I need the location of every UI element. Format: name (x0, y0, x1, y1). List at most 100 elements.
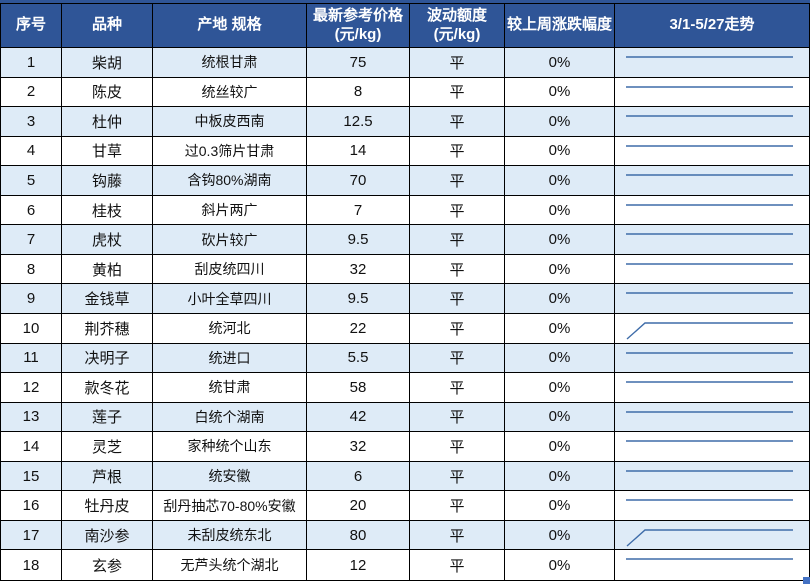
cell-variety: 虎杖 (62, 225, 153, 255)
cell-fluctuation: 平 (410, 136, 505, 167)
cell-serial: 12 (1, 373, 62, 403)
cell-serial: 7 (1, 225, 62, 255)
cell-price: 58 (307, 373, 410, 403)
cell-weekly-change: 0% (505, 136, 615, 167)
cell-variety: 杜仲 (62, 107, 153, 137)
cell-fluctuation: 平 (410, 166, 505, 196)
cell-trend (615, 195, 809, 226)
cell-price: 75 (307, 48, 410, 78)
trend-sparkline (626, 115, 793, 117)
cell-trend (615, 225, 809, 255)
cell-serial: 3 (1, 107, 62, 137)
cell-variety: 灵芝 (62, 432, 153, 462)
cell-serial: 8 (1, 254, 62, 285)
cell-trend (615, 136, 809, 167)
cell-serial: 10 (1, 313, 62, 344)
col-header-label: 3/1-5/27走势 (669, 16, 755, 34)
cell-weekly-change: 0% (505, 520, 615, 551)
col-header-label: 波动额度 (426, 6, 487, 24)
cell-serial: 4 (1, 136, 62, 167)
col-header-variety: 品种 (62, 4, 153, 48)
cell-serial: 17 (1, 520, 62, 551)
cell-weekly-change: 0% (505, 77, 615, 108)
trend-sparkline (626, 381, 793, 383)
cell-trend (615, 77, 809, 108)
cell-price: 32 (307, 432, 410, 462)
cell-trend (615, 402, 809, 433)
cell-origin-spec: 刮丹抽芯70-80%安徽 (153, 491, 307, 521)
cell-price: 14 (307, 136, 410, 167)
cell-fluctuation: 平 (410, 284, 505, 314)
cell-variety: 金钱草 (62, 284, 153, 314)
cell-origin-spec: 家种统个山东 (153, 432, 307, 462)
cell-weekly-change: 0% (505, 107, 615, 137)
herb-price-table: 序号 品种 产地 规格 最新参考价格 (元/kg) 波动额度 (元/kg) 较上… (0, 3, 810, 581)
cell-price: 12 (307, 550, 410, 580)
cell-variety: 钩藤 (62, 166, 153, 196)
cell-weekly-change: 0% (505, 550, 615, 580)
cell-variety: 南沙参 (62, 520, 153, 551)
cell-price: 8 (307, 77, 410, 108)
cell-variety: 荆芥穗 (62, 313, 153, 344)
cell-origin-spec: 白统个湖南 (153, 402, 307, 433)
cell-trend (615, 550, 809, 580)
col-header-label: 品种 (91, 16, 122, 34)
cell-trend (615, 166, 809, 196)
cell-fluctuation: 平 (410, 373, 505, 403)
selection-fill-handle[interactable] (803, 577, 810, 584)
cell-fluctuation: 平 (410, 313, 505, 344)
trend-sparkline (626, 263, 793, 265)
cell-fluctuation: 平 (410, 225, 505, 255)
trend-sparkline (626, 499, 793, 502)
cell-fluctuation: 平 (410, 550, 505, 580)
cell-variety: 黄柏 (62, 254, 153, 285)
cell-serial: 13 (1, 402, 62, 433)
cell-weekly-change: 0% (505, 373, 615, 403)
col-header-unit: (元/kg) (433, 25, 481, 43)
cell-origin-spec: 统安徽 (153, 461, 307, 492)
trend-sparkline (626, 56, 793, 58)
cell-weekly-change: 0% (505, 402, 615, 433)
cell-price: 9.5 (307, 225, 410, 255)
cell-origin-spec: 砍片较广 (153, 225, 307, 255)
cell-variety: 决明子 (62, 343, 153, 374)
cell-price: 70 (307, 166, 410, 196)
cell-origin-spec: 统进口 (153, 343, 307, 374)
trend-sparkline (626, 529, 793, 547)
cell-price: 42 (307, 402, 410, 433)
cell-trend (615, 48, 809, 78)
cell-serial: 2 (1, 77, 62, 108)
cell-price: 32 (307, 254, 410, 285)
cell-trend (615, 254, 809, 285)
cell-weekly-change: 0% (505, 195, 615, 226)
cell-trend (615, 461, 809, 492)
cell-price: 9.5 (307, 284, 410, 314)
cell-weekly-change: 0% (505, 48, 615, 78)
col-header-label: 序号 (15, 16, 46, 34)
trend-sparkline (626, 174, 793, 176)
cell-weekly-change: 0% (505, 461, 615, 492)
col-header-label: 较上周涨跌幅度 (506, 16, 612, 34)
trend-sparkline (626, 204, 793, 206)
cell-trend (615, 432, 809, 462)
trend-sparkline (626, 440, 793, 442)
cell-origin-spec: 统根甘肃 (153, 48, 307, 78)
cell-trend (615, 520, 809, 551)
cell-fluctuation: 平 (410, 461, 505, 492)
cell-origin-spec: 过0.3筛片甘肃 (153, 136, 307, 167)
trend-sparkline (626, 351, 793, 354)
cell-fluctuation: 平 (410, 254, 505, 285)
cell-origin-spec: 统河北 (153, 313, 307, 344)
col-header-origin-spec: 产地 规格 (153, 4, 307, 48)
cell-fluctuation: 平 (410, 432, 505, 462)
cell-origin-spec: 未刮皮统东北 (153, 520, 307, 551)
cell-variety: 陈皮 (62, 77, 153, 108)
cell-fluctuation: 平 (410, 402, 505, 433)
trend-sparkline (626, 292, 793, 295)
cell-fluctuation: 平 (410, 491, 505, 521)
cell-trend (615, 284, 809, 314)
cell-fluctuation: 平 (410, 520, 505, 551)
cell-fluctuation: 平 (410, 195, 505, 226)
cell-variety: 牡丹皮 (62, 491, 153, 521)
